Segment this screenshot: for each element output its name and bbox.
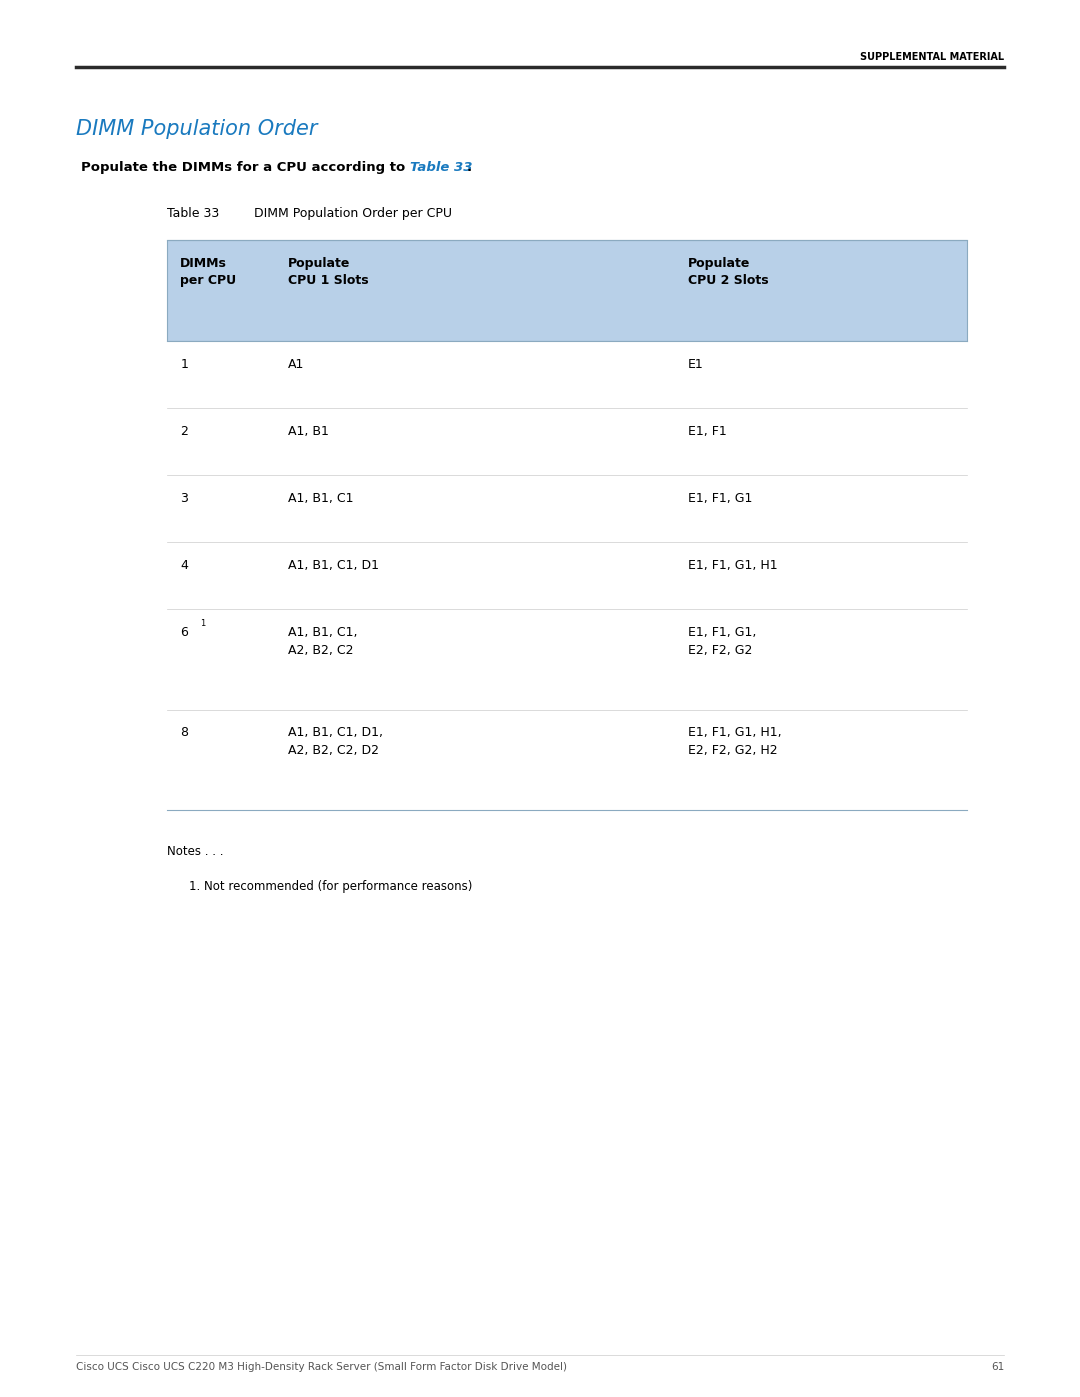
Text: A1, B1, C1,
A2, B2, C2: A1, B1, C1, A2, B2, C2 xyxy=(288,626,357,657)
Text: DIMM Population Order per CPU: DIMM Population Order per CPU xyxy=(254,207,451,219)
Text: Populate the DIMMs for a CPU according to: Populate the DIMMs for a CPU according t… xyxy=(81,161,410,173)
FancyBboxPatch shape xyxy=(167,609,967,710)
Text: A1, B1: A1, B1 xyxy=(288,425,329,437)
Text: .: . xyxy=(467,161,472,173)
Text: E1, F1, G1,
E2, F2, G2: E1, F1, G1, E2, F2, G2 xyxy=(688,626,756,657)
Text: 2: 2 xyxy=(180,425,188,437)
FancyBboxPatch shape xyxy=(167,341,967,408)
Text: 4: 4 xyxy=(180,559,188,571)
Text: 1: 1 xyxy=(200,619,205,627)
FancyBboxPatch shape xyxy=(167,475,967,542)
Text: 61: 61 xyxy=(991,1362,1004,1372)
Text: DIMMs
per CPU: DIMMs per CPU xyxy=(180,257,237,286)
FancyBboxPatch shape xyxy=(167,240,967,341)
Text: E1, F1, G1, H1: E1, F1, G1, H1 xyxy=(688,559,778,571)
Text: Cisco UCS Cisco UCS C220 M3 High-Density Rack Server (Small Form Factor Disk Dri: Cisco UCS Cisco UCS C220 M3 High-Density… xyxy=(76,1362,567,1372)
Text: E1, F1, G1: E1, F1, G1 xyxy=(688,492,753,504)
Text: Table 33: Table 33 xyxy=(167,207,219,219)
Text: A1, B1, C1, D1,
A2, B2, C2, D2: A1, B1, C1, D1, A2, B2, C2, D2 xyxy=(288,726,383,757)
FancyBboxPatch shape xyxy=(167,408,967,475)
Text: E1: E1 xyxy=(688,358,704,370)
FancyBboxPatch shape xyxy=(167,710,967,810)
Text: E1, F1: E1, F1 xyxy=(688,425,727,437)
Text: 3: 3 xyxy=(180,492,188,504)
Text: 1: 1 xyxy=(180,358,188,370)
Text: 8: 8 xyxy=(180,726,188,739)
Text: DIMM Population Order: DIMM Population Order xyxy=(76,119,318,138)
Text: Populate
CPU 2 Slots: Populate CPU 2 Slots xyxy=(688,257,769,286)
FancyBboxPatch shape xyxy=(167,542,967,609)
Text: Table 33: Table 33 xyxy=(410,161,473,173)
Text: A1, B1, C1: A1, B1, C1 xyxy=(288,492,354,504)
Text: SUPPLEMENTAL MATERIAL: SUPPLEMENTAL MATERIAL xyxy=(861,52,1004,61)
Text: A1: A1 xyxy=(288,358,305,370)
Text: Populate
CPU 1 Slots: Populate CPU 1 Slots xyxy=(288,257,369,286)
Text: E1, F1, G1, H1,
E2, F2, G2, H2: E1, F1, G1, H1, E2, F2, G2, H2 xyxy=(688,726,782,757)
Text: Notes . . .: Notes . . . xyxy=(167,845,224,858)
Text: A1, B1, C1, D1: A1, B1, C1, D1 xyxy=(288,559,379,571)
Text: 1. Not recommended (for performance reasons): 1. Not recommended (for performance reas… xyxy=(189,880,472,893)
Text: 6: 6 xyxy=(180,626,188,638)
